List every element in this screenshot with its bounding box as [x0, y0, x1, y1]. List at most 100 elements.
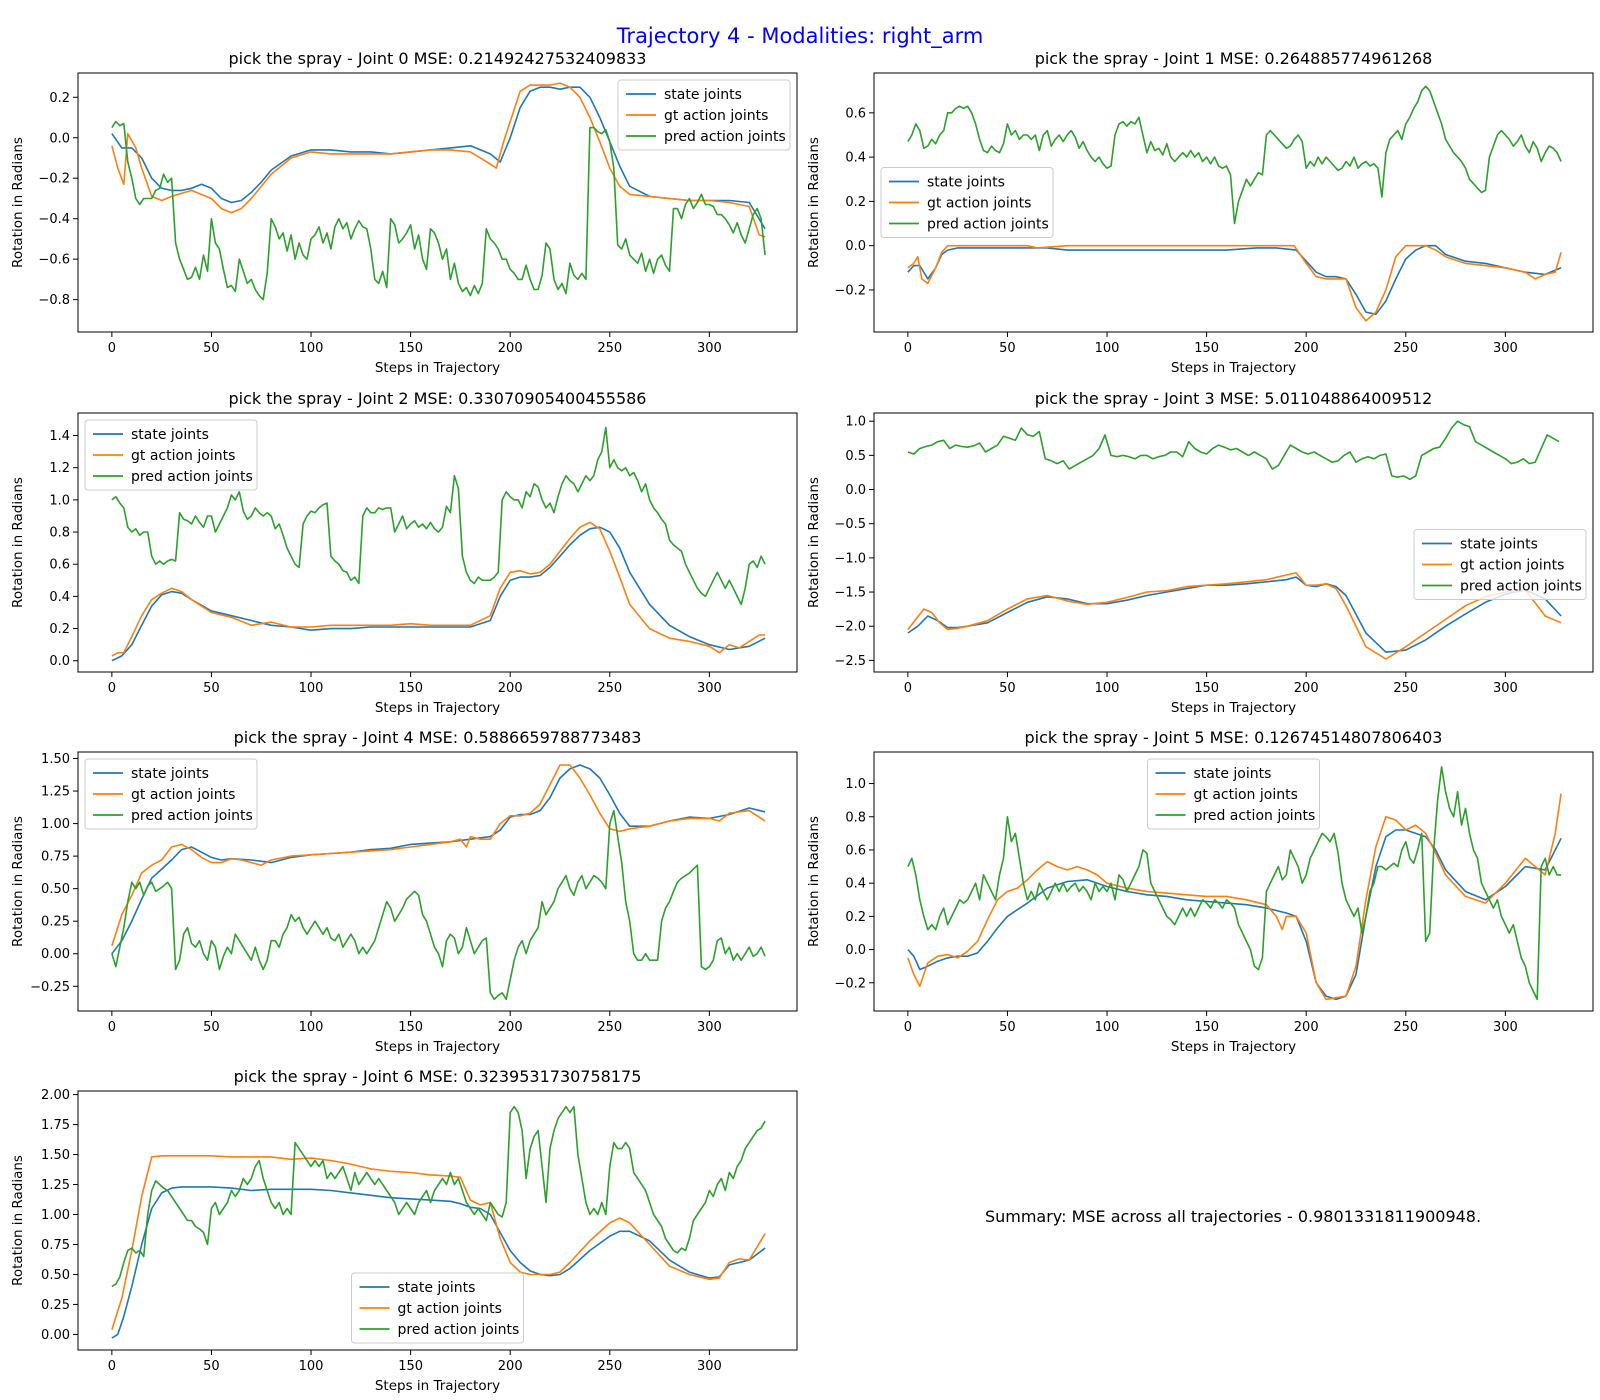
legend-label: state joints [131, 766, 209, 782]
plot-frame [873, 72, 1594, 333]
legend-box [880, 167, 1054, 238]
subplot-grid: pick the spray - Joint 0 MSE: 0.21492427… [10, 49, 1594, 1394]
y-tick-label: −0.5 [834, 517, 866, 532]
legend: state joints gt action joints pred action … [351, 1272, 524, 1344]
y-axis-label: Rotation in Radians [806, 137, 822, 268]
y-tick-label: −0.2 [38, 172, 70, 187]
legend-label: gt action joints [664, 108, 768, 124]
y-tick-label: 0.6 [845, 843, 866, 858]
series-line-state-joints [907, 244, 1562, 316]
subplot-title: pick the spray - Joint 1 MSE: 0.26488577… [1035, 49, 1433, 68]
x-tick-label: 150 [398, 1359, 423, 1374]
legend: state joints gt action joints pred action … [880, 167, 1054, 238]
series-line-gt-action-joints [907, 244, 1562, 322]
x-tick-label: 250 [597, 341, 622, 356]
legend-label: gt action joints [131, 448, 235, 464]
x-tick-label: 50 [203, 681, 220, 696]
series-lines [111, 764, 766, 1001]
series-line-gt-action-joints [907, 793, 1562, 1001]
legend-label: gt action joints [1460, 558, 1564, 574]
figure-suptitle: Trajectory 4 - Modalities: right_arm [616, 24, 984, 49]
x-tick-label: 250 [597, 681, 622, 696]
y-tick-label: 0.8 [49, 526, 70, 541]
x-tick-label: 150 [1194, 681, 1219, 696]
legend-box [351, 1272, 524, 1344]
legend-label: pred action joints [664, 129, 786, 145]
legend-box [84, 758, 258, 830]
x-tick-label: 50 [999, 341, 1016, 356]
legend-label: gt action joints [1194, 787, 1298, 803]
series-line-gt-action-joints [111, 1155, 766, 1330]
x-tick-label: 50 [999, 1020, 1016, 1035]
legend-box [84, 419, 258, 491]
x-axis-label: Steps in Trajectory [375, 360, 500, 376]
x-tick-label: 0 [108, 681, 116, 696]
y-tick-label: 0.4 [845, 877, 866, 892]
x-tick-label: 0 [904, 341, 912, 356]
x-axis-label: Steps in Trajectory [375, 700, 500, 716]
y-tick-label: 0.2 [49, 91, 70, 106]
subplot-title: pick the spray - Joint 5 MSE: 0.12674514… [1025, 728, 1443, 747]
series-line-pred-action-joints [907, 766, 1562, 1001]
y-tick-label: 1.50 [41, 1148, 70, 1163]
subplot-joint-5: pick the spray - Joint 5 MSE: 0.12674514… [806, 728, 1594, 1055]
legend-label: state joints [398, 1280, 476, 1296]
y-tick-label: 1.50 [41, 752, 70, 767]
legend-label: gt action joints [927, 196, 1031, 212]
y-tick-label: 0.00 [41, 947, 70, 962]
x-tick-label: 300 [1493, 341, 1518, 356]
x-tick-label: 100 [1095, 681, 1120, 696]
y-tick-label: 1.00 [41, 1208, 70, 1223]
x-tick-label: 50 [203, 1020, 220, 1035]
legend-label: state joints [131, 427, 209, 443]
series-lines [111, 1105, 766, 1339]
y-tick-label: 0.6 [845, 106, 866, 121]
x-tick-label: 250 [597, 1359, 622, 1374]
legend-label: gt action joints [131, 787, 235, 803]
y-tick-label: 0.4 [845, 151, 866, 166]
subplot-joint-4: pick the spray - Joint 4 MSE: 0.58866597… [10, 728, 798, 1055]
series-line-pred-action-joints [907, 85, 1562, 225]
x-tick-label: 300 [697, 681, 722, 696]
series-lines [907, 766, 1562, 1001]
y-tick-label: −2.5 [834, 654, 866, 669]
subplot-joint-2: pick the spray - Joint 2 MSE: 0.33070905… [10, 389, 798, 716]
y-tick-label: 0.0 [845, 239, 866, 254]
legend: state joints gt action joints pred action … [1147, 758, 1320, 830]
y-tick-label: −0.6 [38, 253, 70, 268]
legend-label: pred action joints [1194, 808, 1316, 824]
x-tick-label: 0 [108, 1359, 116, 1374]
series-line-state-joints [111, 526, 766, 662]
x-tick-label: 300 [697, 341, 722, 356]
series-line-pred-action-joints [111, 120, 766, 301]
x-tick-label: 150 [398, 681, 423, 696]
x-axis-label: Steps in Trajectory [1171, 700, 1296, 716]
series-line-gt-action-joints [111, 764, 766, 947]
y-tick-label: 0.50 [41, 1268, 70, 1283]
y-tick-label: 1.00 [41, 817, 70, 832]
x-tick-label: 300 [697, 1359, 722, 1374]
x-tick-label: 200 [498, 681, 523, 696]
y-tick-label: 0.00 [41, 1328, 70, 1343]
y-tick-label: 1.2 [49, 461, 70, 476]
y-tick-label: −0.2 [834, 283, 866, 298]
series-line-pred-action-joints [907, 420, 1560, 481]
x-tick-label: 100 [1095, 341, 1120, 356]
legend-label: pred action joints [927, 217, 1049, 233]
series-line-gt-action-joints [111, 521, 766, 657]
subplot-joint-3: pick the spray - Joint 3 MSE: 5.01104886… [806, 389, 1594, 716]
series-lines [111, 426, 766, 662]
x-tick-label: 300 [1493, 681, 1518, 696]
y-axis-label: Rotation in Radians [10, 477, 26, 608]
legend: state joints gt action joints pred action … [617, 79, 791, 151]
y-tick-label: 0.2 [845, 195, 866, 210]
series-line-gt-action-joints [111, 82, 766, 238]
y-tick-label: −0.25 [30, 980, 70, 995]
legend-label: gt action joints [398, 1301, 502, 1317]
series-line-pred-action-joints [111, 426, 766, 606]
x-tick-label: 150 [398, 341, 423, 356]
x-axis-label: Steps in Trajectory [375, 1039, 500, 1055]
x-tick-label: 250 [1393, 1020, 1418, 1035]
x-tick-label: 250 [1393, 341, 1418, 356]
series-lines [111, 82, 766, 301]
